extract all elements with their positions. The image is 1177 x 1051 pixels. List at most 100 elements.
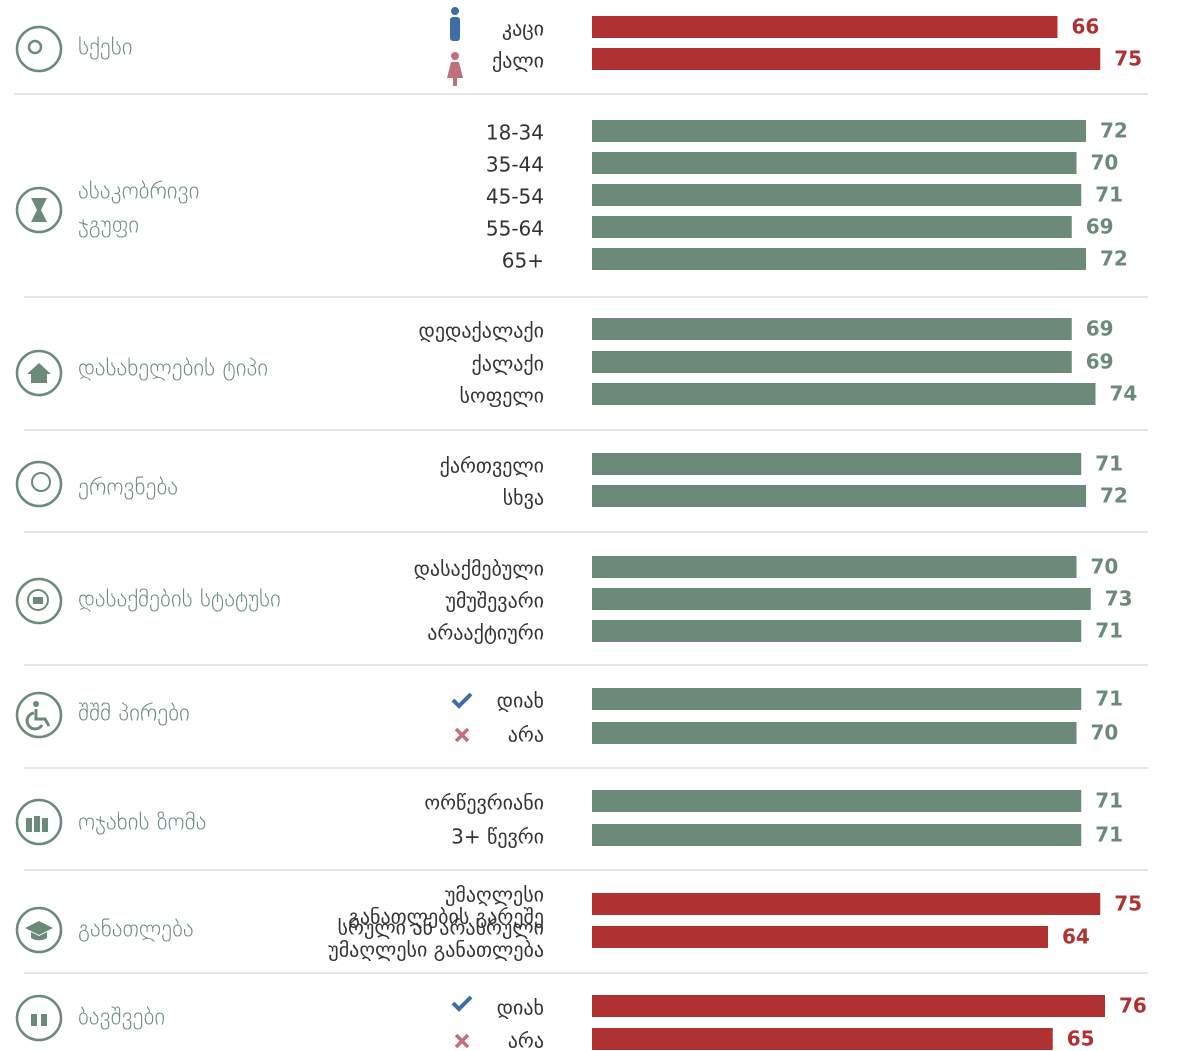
separators — [14, 93, 1148, 974]
bar — [592, 453, 1082, 475]
bar — [592, 926, 1048, 948]
value-label: 71 — [1095, 823, 1123, 847]
value-label: 69 — [1086, 215, 1114, 239]
icon — [15, 906, 63, 954]
group-icons — [15, 25, 63, 1042]
icon — [15, 798, 63, 846]
bar — [592, 995, 1105, 1017]
icon — [15, 577, 63, 625]
value-label: 66 — [1072, 15, 1100, 39]
item-label: არა — [508, 723, 544, 747]
icon — [27, 363, 51, 383]
value-label: 71 — [1095, 183, 1123, 207]
icon — [33, 597, 43, 604]
item-label: სრული ან არასრული — [338, 916, 544, 940]
icon — [25, 921, 53, 941]
bar — [592, 893, 1101, 915]
bar — [592, 184, 1082, 206]
item-label: 35-44 — [486, 153, 544, 177]
item-label: არა — [508, 1029, 544, 1051]
bar — [592, 318, 1072, 340]
group-title: დასახელების ტიპი — [78, 356, 268, 382]
bar — [592, 485, 1086, 507]
item-label: 45-54 — [486, 185, 544, 209]
cross-icon — [454, 727, 470, 743]
item-label: დიახ — [497, 996, 544, 1020]
value-label: 64 — [1062, 925, 1090, 949]
bar — [592, 351, 1072, 373]
group-title: დასაქმების სტატუსი — [78, 587, 281, 613]
male-icon — [450, 17, 460, 41]
group-title: ბავშვები — [78, 1005, 165, 1031]
icon — [15, 186, 63, 234]
item-label: განათლების გარეშე — [348, 905, 544, 929]
item-label: 3+ წევრი — [451, 825, 544, 849]
group-title: შშმ პირები — [78, 701, 190, 727]
group-title: ეროვნება — [78, 475, 178, 501]
item-label: დედაქალაქი — [419, 319, 545, 343]
bar — [592, 1028, 1053, 1050]
icon — [15, 460, 63, 508]
bar — [592, 120, 1086, 142]
icon — [15, 994, 63, 1042]
item-label: ქართველი — [440, 454, 544, 478]
icon — [25, 709, 51, 731]
value-label: 71 — [1095, 789, 1123, 813]
icon — [31, 472, 51, 492]
item-label: ქალი — [492, 49, 544, 73]
icon — [33, 701, 39, 707]
icon — [31, 198, 47, 222]
value-label: 70 — [1091, 151, 1119, 175]
icon — [26, 816, 48, 832]
item-label: უმაღლესი — [445, 883, 544, 907]
group-title: ოჯახის ზომა — [78, 810, 206, 836]
icon — [27, 589, 49, 611]
item-label: უმუშევარი — [445, 589, 544, 613]
check-icon — [451, 995, 473, 1012]
item-label: კაცი — [502, 17, 544, 41]
item-label: სხვა — [503, 486, 544, 510]
value-label: 69 — [1086, 317, 1114, 341]
group-title: სქესი — [78, 35, 133, 61]
bar — [592, 248, 1086, 270]
bar — [592, 688, 1082, 710]
bar — [592, 556, 1077, 578]
item-icons — [447, 7, 473, 1049]
item-label: 18-34 — [486, 121, 544, 145]
item-label: არააქტიური — [427, 621, 544, 645]
male-icon — [451, 7, 459, 15]
bar — [592, 152, 1077, 174]
icon — [15, 691, 63, 739]
value-label: 73 — [1105, 587, 1133, 611]
item-label: უმაღლესი განათლება — [328, 938, 544, 962]
bar — [592, 216, 1072, 238]
value-label: 72 — [1100, 119, 1128, 143]
value-label: 69 — [1086, 350, 1114, 374]
value-label: 71 — [1095, 619, 1123, 643]
icon — [15, 349, 63, 397]
bar — [592, 620, 1082, 642]
value-label: 75 — [1114, 892, 1142, 916]
value-label: 71 — [1095, 452, 1123, 476]
item-label: ქალაქი — [472, 352, 544, 376]
cross-icon — [454, 1033, 470, 1049]
value-label: 76 — [1119, 994, 1147, 1018]
bar — [592, 16, 1058, 38]
item-label: სოფელი — [460, 384, 544, 408]
item-label: ორწევრიანი — [424, 791, 544, 815]
value-label: 65 — [1067, 1027, 1095, 1051]
value-label: 71 — [1095, 687, 1123, 711]
icon — [15, 25, 63, 73]
group-title: განათლება — [78, 917, 194, 943]
value-label: 74 — [1110, 382, 1138, 406]
icon — [27, 39, 43, 55]
bar — [592, 790, 1082, 812]
bar — [592, 48, 1101, 70]
group-title: ჯგუფი — [78, 213, 139, 239]
female-icon — [447, 62, 463, 86]
check-icon — [451, 692, 473, 709]
item-label: 55-64 — [486, 217, 544, 241]
icon — [31, 1014, 47, 1026]
bar — [592, 722, 1077, 744]
